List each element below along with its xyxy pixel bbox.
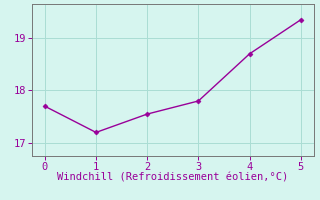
X-axis label: Windchill (Refroidissement éolien,°C): Windchill (Refroidissement éolien,°C) xyxy=(57,173,288,183)
